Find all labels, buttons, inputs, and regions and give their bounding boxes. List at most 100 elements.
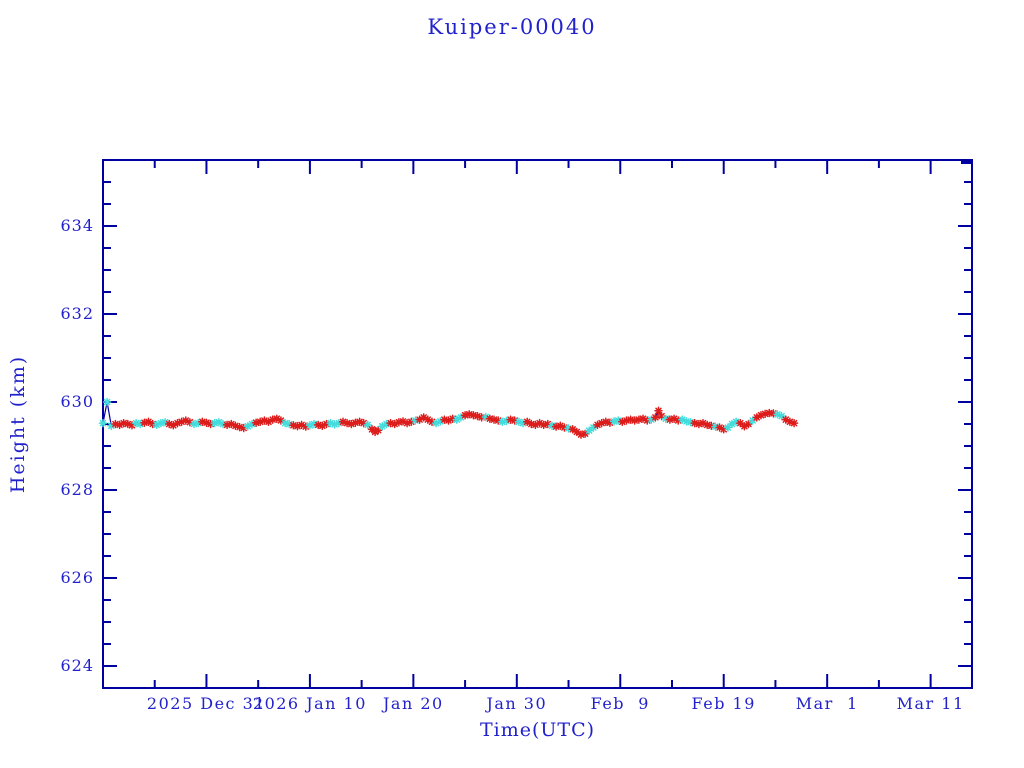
red-observation-marker [239, 423, 248, 433]
red-observation-marker [355, 417, 364, 427]
red-observation-marker [407, 417, 416, 427]
red-observation-marker [654, 406, 663, 416]
red-observation-marker [657, 411, 666, 421]
cyan-observation-marker [564, 424, 573, 433]
x-tick-label: Mar 1 [795, 694, 859, 713]
red-observation-marker [719, 425, 728, 434]
red-observation-marker [313, 420, 323, 430]
red-observation-marker [477, 413, 486, 422]
red-observation-marker [651, 413, 660, 422]
red-observation-marker [715, 423, 724, 432]
red-observation-marker [464, 410, 474, 419]
cyan-observation-marker [748, 416, 757, 425]
red-observation-marker [206, 419, 215, 429]
red-observation-marker [440, 415, 449, 424]
red-observation-marker [736, 418, 745, 428]
cyan-observation-marker [330, 420, 339, 429]
red-observation-marker [568, 425, 577, 434]
cyan-observation-marker [589, 423, 598, 432]
cyan-observation-marker [152, 420, 162, 430]
cyan-observation-marker [452, 415, 462, 424]
red-observation-marker [756, 410, 766, 420]
x-tick-label: 2025 Dec 31 [146, 694, 266, 713]
cyan-observation-marker [334, 418, 344, 428]
cyan-observation-marker [456, 413, 466, 422]
red-observation-marker [785, 417, 795, 427]
cyan-observation-marker [305, 421, 315, 430]
red-observation-marker [415, 415, 424, 424]
red-observation-marker [556, 421, 565, 431]
cyan-observation-marker [363, 420, 373, 430]
cyan-observation-marker [711, 422, 720, 431]
red-observation-marker [255, 417, 265, 427]
red-observation-marker [370, 427, 380, 437]
red-observation-marker [272, 414, 282, 423]
red-observation-marker [202, 418, 211, 427]
red-observation-marker [402, 418, 412, 428]
red-observation-marker [707, 421, 716, 431]
cyan-observation-marker [686, 417, 695, 427]
red-observation-marker [342, 418, 352, 428]
red-observation-marker [744, 419, 753, 429]
cyan-observation-marker [773, 410, 782, 419]
red-observation-marker [301, 422, 311, 431]
red-observation-marker [198, 417, 207, 427]
x-tick-label: 2026 Jan 10 [252, 694, 367, 713]
red-observation-marker [752, 413, 762, 422]
red-observation-marker [630, 416, 639, 425]
red-observation-marker [144, 417, 153, 427]
red-observation-marker [394, 417, 404, 427]
cyan-observation-marker [189, 419, 199, 429]
cyan-observation-marker [218, 419, 228, 429]
x-tick-label: Feb 19 [691, 694, 756, 713]
red-observation-marker [764, 408, 774, 418]
red-observation-marker [390, 419, 399, 429]
red-observation-marker [789, 418, 799, 428]
y-tick-label: 632 [60, 304, 94, 324]
red-observation-marker [359, 418, 368, 428]
red-observation-marker [673, 416, 683, 425]
cyan-observation-marker [309, 419, 319, 429]
cyan-observation-marker [678, 415, 687, 424]
red-observation-marker [634, 415, 644, 424]
red-observation-marker [543, 419, 553, 429]
red-observation-marker [235, 422, 244, 432]
red-observation-marker [169, 421, 178, 430]
red-observation-marker [690, 418, 699, 428]
cyan-observation-marker [210, 418, 219, 428]
red-observation-marker [473, 411, 482, 421]
red-observation-marker [506, 415, 515, 424]
cyan-observation-marker [436, 417, 445, 426]
frame-corner-mark [961, 160, 972, 164]
cyan-observation-marker [727, 419, 737, 429]
red-observation-marker [318, 421, 327, 431]
cyan-observation-marker [481, 412, 491, 422]
cyan-observation-marker [107, 421, 116, 431]
red-observation-marker [493, 416, 503, 425]
cyan-observation-marker [547, 421, 557, 431]
red-observation-marker [119, 418, 128, 428]
x-axis-title: Time(UTC) [479, 719, 596, 741]
cyan-observation-marker [378, 421, 387, 431]
chart-title: Kuiper-00040 [427, 15, 597, 39]
red-observation-marker [539, 420, 548, 430]
red-observation-marker [669, 414, 679, 423]
cyan-observation-marker [502, 416, 511, 426]
cyan-observation-marker [411, 416, 420, 425]
y-tick-label: 628 [60, 480, 94, 500]
cyan-observation-marker [431, 418, 441, 428]
cyan-observation-marker [131, 418, 141, 428]
red-observation-marker [580, 429, 590, 438]
red-observation-marker [427, 417, 437, 427]
y-tick-label: 634 [60, 216, 94, 236]
cyan-observation-marker [731, 417, 741, 427]
cyan-observation-marker [609, 417, 619, 426]
red-observation-marker [264, 417, 273, 427]
red-observation-marker [227, 419, 236, 429]
cyan-observation-marker [156, 418, 166, 428]
red-observation-marker [781, 415, 791, 424]
red-observation-marker [231, 421, 240, 431]
red-observation-marker [448, 414, 457, 423]
red-observation-marker [489, 415, 499, 424]
